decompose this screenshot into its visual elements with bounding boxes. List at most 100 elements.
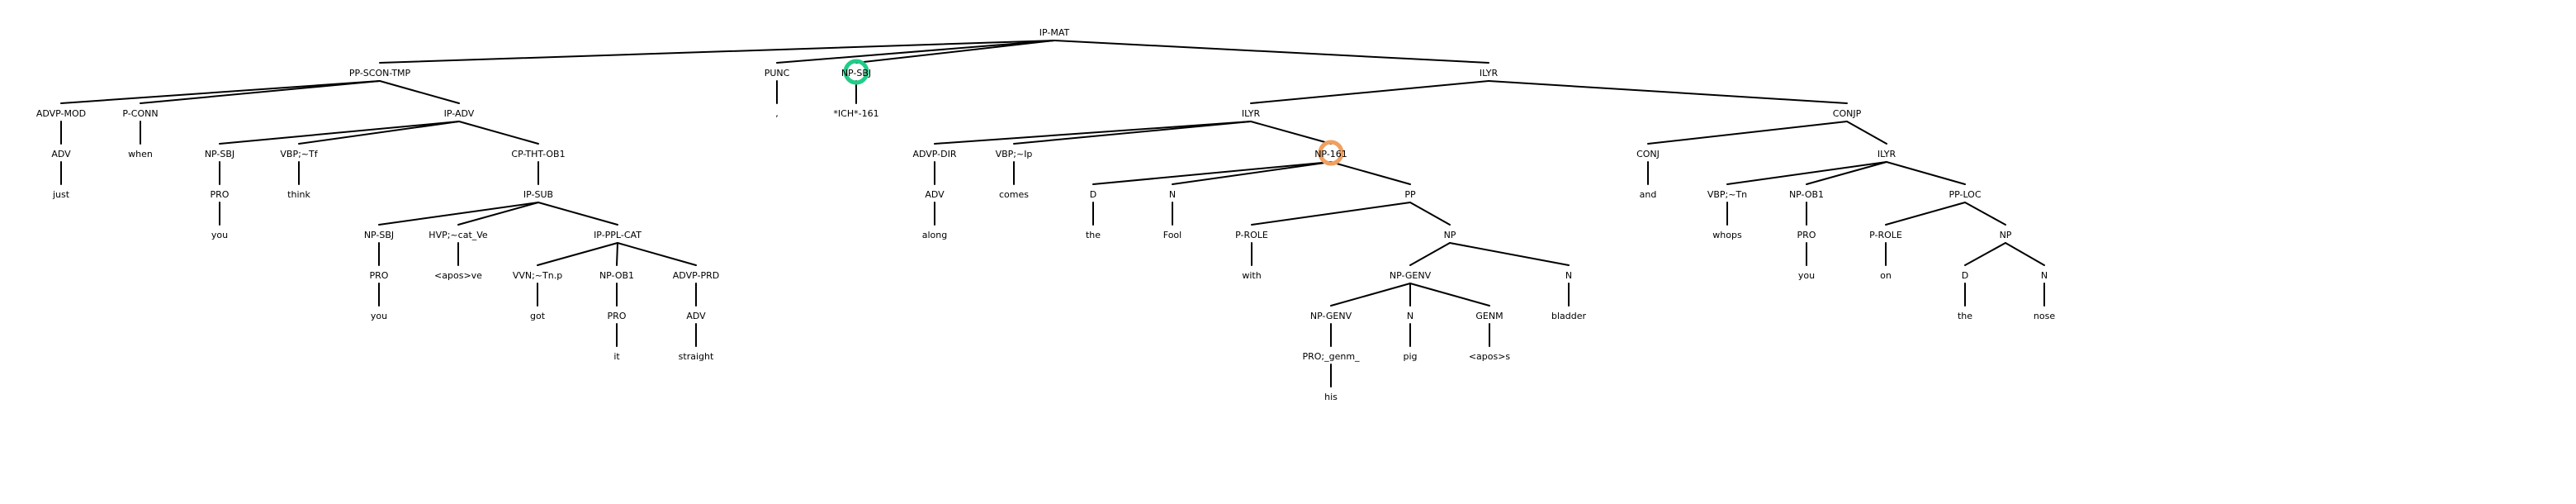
tree-edge — [1409, 283, 1490, 307]
tree-edge — [1885, 202, 1966, 226]
tree-node-label: HVP;~cat_Ve — [429, 230, 488, 240]
tree-node-label: Fool — [1163, 230, 1181, 240]
tree-edge — [379, 40, 1055, 64]
tree-node-label: just — [52, 189, 70, 200]
tree-node-label: ADV — [686, 311, 706, 321]
tree-edge — [855, 40, 1055, 64]
tree-edge — [2005, 242, 2045, 266]
tree-edges — [60, 40, 2045, 388]
tree-node-label: PRO;_genm_ — [1302, 351, 1360, 362]
tree-node-label: PP — [1404, 189, 1416, 200]
tree-node-label: N — [1565, 270, 1572, 281]
tree-edge — [1846, 121, 1887, 145]
tree-node-label: straight — [679, 351, 714, 362]
tree-node-label: comes — [999, 189, 1029, 200]
tree-edge — [1330, 283, 1411, 307]
tree-node-label: IP-SUB — [523, 189, 553, 200]
tree-node-label: NP-GENV — [1310, 311, 1352, 321]
tree-node-label: ILYR — [1480, 68, 1499, 78]
tree-node-label: it — [613, 351, 620, 362]
tree-node-label: P-CONN — [122, 108, 158, 119]
tree-node-label: NP-OB1 — [1789, 189, 1824, 200]
tree-edge — [537, 202, 618, 226]
tree-edge — [1647, 121, 1848, 145]
tree-node-label: PRO — [211, 189, 230, 200]
tree-edge — [457, 202, 539, 226]
tree-node-label: VBP;~Tf — [280, 149, 318, 159]
tree-edge — [616, 242, 618, 266]
tree-node-label: P-ROLE — [1869, 230, 1902, 240]
tree-node-label: NP-SBJ — [841, 68, 871, 78]
tree-node-label: with — [1242, 270, 1261, 281]
tree-edge — [219, 121, 460, 145]
tree-node-label: PRO — [1797, 230, 1816, 240]
tree-node-label: CP-THT-OB1 — [511, 149, 565, 159]
tree-edge — [1172, 161, 1332, 185]
tree-node-label: ADVP-DIR — [912, 149, 956, 159]
tree-node-label: *ICH*-161 — [833, 108, 878, 119]
tree-node-label: PRO — [608, 311, 627, 321]
tree-edge — [537, 242, 618, 266]
tree-node-label: think — [287, 189, 310, 200]
tree-node-label: IP-MAT — [1039, 27, 1070, 38]
tree-edge — [1250, 80, 1489, 104]
tree-node-label: the — [1958, 311, 1972, 321]
tree-node-label: bladder — [1551, 311, 1587, 321]
tree-node-label: you — [1798, 270, 1815, 281]
tree-edge — [1250, 121, 1332, 145]
tree-node-label: N — [1407, 311, 1413, 321]
tree-node-label: PRO — [370, 270, 389, 281]
tree-edge — [378, 202, 539, 226]
tree-node-label: NP-GENV — [1390, 270, 1432, 281]
tree-node-label: pig — [1403, 351, 1417, 362]
tree-node-label: you — [371, 311, 387, 321]
tree-node-label: you — [211, 230, 228, 240]
tree-edge — [1409, 202, 1451, 226]
tree-edge — [1726, 161, 1887, 185]
tree-edge — [1092, 161, 1332, 185]
tree-node-label: D — [1962, 270, 1968, 281]
tree-node-label: GENM — [1475, 311, 1503, 321]
tree-edge — [1251, 202, 1411, 226]
node-highlight-ring — [1318, 140, 1344, 166]
tree-edge — [140, 80, 381, 104]
tree-node-label: VBP;~Tn — [1707, 189, 1747, 200]
tree-edge — [1330, 161, 1411, 185]
tree-node-label: N — [2041, 270, 2048, 281]
tree-node-label: ILYR — [1878, 149, 1896, 159]
tree-node-label: CONJP — [1833, 108, 1862, 119]
tree-node-label: ADVP-PRD — [673, 270, 719, 281]
tree-edge — [1886, 161, 1966, 185]
tree-edge — [617, 242, 697, 266]
tree-node-label: D — [1090, 189, 1096, 200]
tree-edge — [458, 121, 539, 145]
tree-edge — [379, 80, 460, 104]
tree-node-label: the — [1086, 230, 1101, 240]
tree-edge — [1449, 242, 1570, 266]
tree-node-label: and — [1640, 189, 1657, 200]
tree-node-label: on — [1880, 270, 1892, 281]
tree-node-label: nose — [2034, 311, 2055, 321]
tree-node-label: along — [922, 230, 947, 240]
tree-edge — [1488, 80, 1848, 104]
tree-edge — [1806, 161, 1887, 185]
tree-labels: IP-MAT PP-SCON-TMP ADVP-MOD ADV just P-CONN wh… — [36, 27, 2055, 402]
node-highlights — [843, 59, 1344, 166]
tree-edge — [60, 80, 381, 104]
tree-node-label: <apos>s — [1469, 351, 1511, 362]
tree-node-label: ADV — [925, 189, 945, 200]
tree-node-label: <apos>ve — [434, 270, 482, 281]
tree-node-label: when — [128, 149, 153, 159]
tree-node-label: NP-SBJ — [364, 230, 394, 240]
tree-edge — [1013, 121, 1252, 145]
tree-edge — [1964, 242, 2006, 266]
tree-node-label: ILYR — [1242, 108, 1261, 119]
tree-edge — [1054, 40, 1489, 64]
tree-edge — [1964, 202, 2006, 226]
tree-node-label: N — [1169, 189, 1176, 200]
tree-node-label: P-ROLE — [1235, 230, 1268, 240]
tree-edge — [934, 121, 1252, 145]
tree-node-label: ADVP-MOD — [36, 108, 86, 119]
tree-node-label: CONJ — [1636, 149, 1660, 159]
